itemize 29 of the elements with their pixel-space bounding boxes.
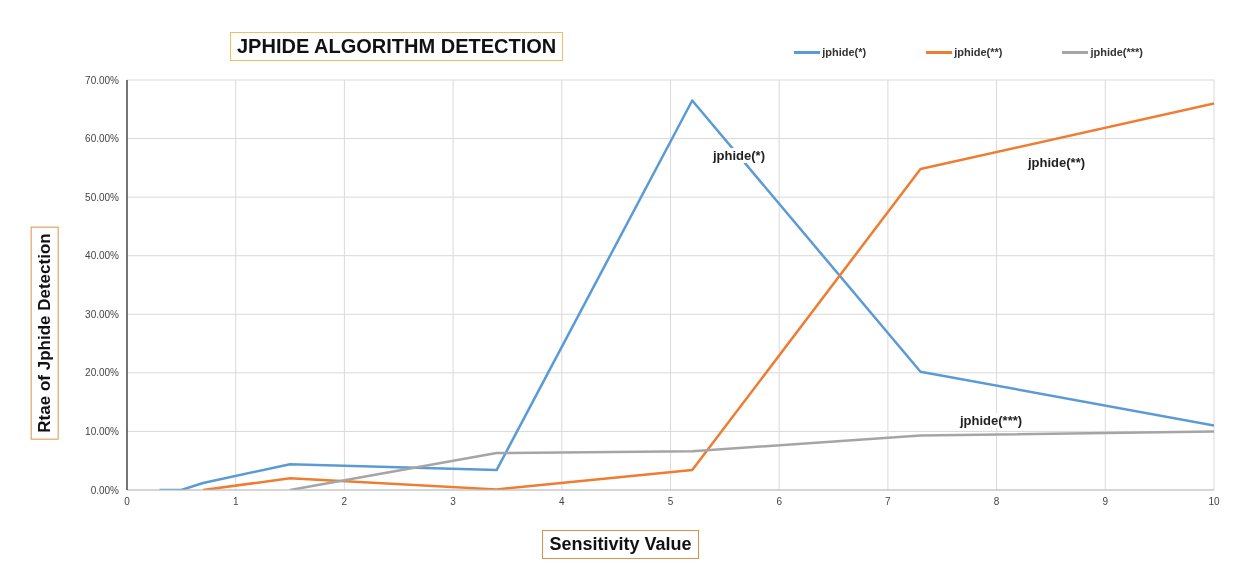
y-tick-label: 20.00% bbox=[85, 367, 120, 379]
y-tick-label: 70.00% bbox=[85, 74, 120, 86]
y-tick-label: 10.00% bbox=[85, 425, 120, 437]
legend-label: jphide(*) bbox=[822, 46, 867, 58]
x-tick-label: 8 bbox=[993, 496, 1000, 508]
y-tick-label: 30.00% bbox=[85, 308, 120, 320]
x-tick-label: 9 bbox=[1102, 496, 1109, 508]
annotation: jphide(***) bbox=[958, 413, 1025, 428]
y-tick-label: 50.00% bbox=[85, 191, 120, 203]
x-tick-label: 1 bbox=[232, 496, 239, 508]
chart-title: JPHIDE ALGORITHM DETECTION bbox=[230, 32, 564, 61]
legend-label: jphide(**) bbox=[954, 46, 1003, 58]
x-tick-label: 6 bbox=[776, 496, 783, 508]
x-tick-label: 5 bbox=[667, 496, 674, 508]
x-tick-label: 4 bbox=[559, 496, 566, 508]
x-tick-label: 10 bbox=[1208, 496, 1220, 508]
y-tick-label: 0.00% bbox=[90, 484, 120, 496]
x-tick-label: 0 bbox=[124, 496, 131, 508]
y-tick-label: 60.00% bbox=[85, 133, 120, 145]
y-tick-label: 40.00% bbox=[85, 250, 120, 262]
y-axis-title: Rtae of Jphide Detection bbox=[31, 226, 59, 440]
line-series bbox=[288, 430, 1214, 490]
x-tick-label: 3 bbox=[450, 496, 457, 508]
x-tick-label: 7 bbox=[885, 496, 892, 508]
x-tick-label: 2 bbox=[341, 496, 348, 508]
annotation: jphide(**) bbox=[1026, 155, 1088, 170]
annotation: jphide(*) bbox=[711, 148, 767, 163]
legend-label: jphide(***) bbox=[1090, 46, 1143, 58]
x-axis-title: Sensitivity Value bbox=[542, 530, 699, 559]
